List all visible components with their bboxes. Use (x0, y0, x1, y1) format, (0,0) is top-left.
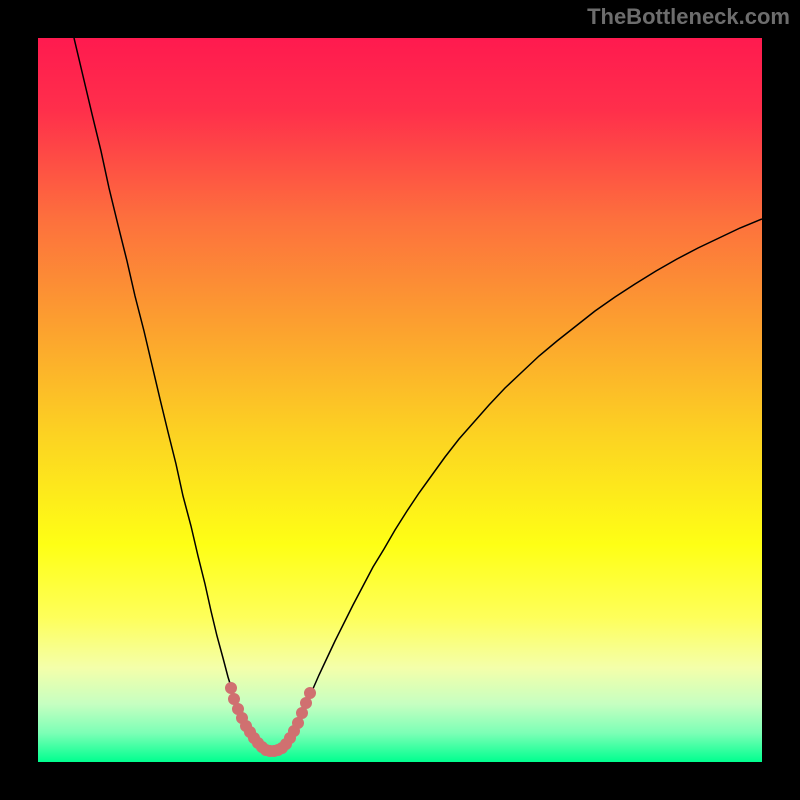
curve-marker (229, 694, 240, 705)
curve-marker (305, 688, 316, 699)
curve-marker (301, 698, 312, 709)
plot-area (38, 38, 762, 762)
curve-marker (297, 708, 308, 719)
main-curve (74, 38, 762, 752)
chart-overlay (38, 38, 762, 762)
curve-marker (293, 718, 304, 729)
watermark-text: TheBottleneck.com (587, 4, 790, 30)
curve-marker (226, 683, 237, 694)
marker-group (226, 683, 316, 757)
